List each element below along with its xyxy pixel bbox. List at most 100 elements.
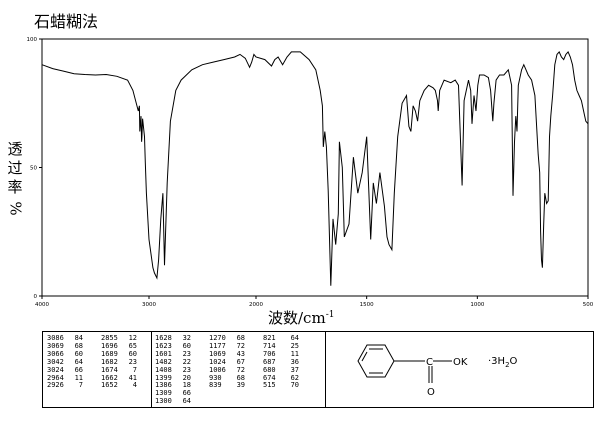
peak-row: 1309 66 bbox=[155, 389, 191, 398]
peak-wavenumber: 3069 bbox=[47, 341, 64, 350]
peak-wavenumber: 687 bbox=[263, 357, 276, 366]
peak-row: 1689 60 bbox=[101, 350, 137, 359]
peak-column: 2855 12 1696 65 1689 60 1682 23 1674 7 1662 41 1652 4 bbox=[101, 334, 137, 390]
peak-row: 2926 7 bbox=[47, 382, 83, 390]
peak-transmittance: 70 bbox=[290, 381, 299, 390]
peak-wavenumber: 1628 bbox=[155, 334, 172, 342]
peak-transmittance: 60 bbox=[182, 341, 191, 350]
peak-row: 2964 11 bbox=[47, 373, 83, 383]
peak-wavenumber: 1601 bbox=[155, 349, 172, 358]
spectrum-line bbox=[41, 50, 589, 286]
peak-wavenumber: 1300 bbox=[155, 397, 172, 406]
y-tick-label: 100 bbox=[27, 37, 38, 43]
peak-transmittance: 64 bbox=[290, 334, 299, 342]
y-tick-label: 50 bbox=[30, 166, 37, 172]
peak-transmittance: 18 bbox=[182, 381, 191, 390]
peak-wavenumber: 1177 bbox=[209, 341, 226, 350]
peak-row: 3066 60 bbox=[47, 349, 83, 359]
peak-row: 1482 22 bbox=[155, 357, 191, 367]
peak-transmittance: 32 bbox=[182, 334, 191, 342]
peak-wavenumber: 714 bbox=[263, 341, 276, 350]
hydrate-prefix: ·3H bbox=[488, 356, 506, 367]
peak-transmittance: 60 bbox=[74, 349, 83, 358]
x-tick-label: 1000 bbox=[470, 302, 484, 308]
peak-wavenumber: 680 bbox=[263, 365, 276, 374]
peak-wavenumber: 1386 bbox=[155, 381, 172, 390]
peak-row: 1696 65 bbox=[101, 341, 137, 351]
peak-wavenumber: 3024 bbox=[47, 365, 64, 374]
benzene-ring bbox=[357, 344, 395, 378]
peak-wavenumber: 706 bbox=[263, 349, 276, 358]
peak-transmittance: 7 bbox=[78, 381, 83, 390]
plot-frame bbox=[41, 38, 589, 297]
peak-wavenumber: 1662 bbox=[101, 373, 118, 382]
peak-transmittance: 67 bbox=[236, 357, 245, 366]
peak-row: 1270 68 bbox=[209, 334, 245, 343]
peak-row: 515 70 bbox=[263, 382, 299, 390]
peak-transmittance: 68 bbox=[236, 334, 245, 342]
hydrate-label: ·3H2O bbox=[488, 356, 517, 369]
peak-transmittance: 23 bbox=[128, 357, 137, 366]
peak-row: 1628 32 bbox=[155, 334, 191, 343]
peak-row: 1601 23 bbox=[155, 349, 191, 359]
peak-column: 3086 84 3069 68 3066 60 3042 64 3024 66 2964 11 2926… bbox=[47, 334, 83, 390]
peak-row: 3024 66 bbox=[47, 365, 83, 375]
peak-wavenumber: 1024 bbox=[209, 357, 226, 366]
peak-transmittance: 7 bbox=[132, 365, 137, 374]
peak-transmittance: 4 bbox=[132, 381, 137, 390]
peak-wavenumber: 1399 bbox=[155, 373, 172, 382]
peak-transmittance: 39 bbox=[236, 381, 245, 390]
peak-row: 930 68 bbox=[209, 373, 245, 383]
peak-transmittance: 22 bbox=[182, 357, 191, 366]
chart-title: 石蜡糊法 bbox=[34, 12, 99, 31]
peak-wavenumber: 2855 bbox=[101, 334, 118, 342]
carbon-label: C bbox=[426, 357, 433, 368]
x-axis-label-text: 波数/cm bbox=[268, 309, 326, 327]
peak-row: 1006 72 bbox=[209, 365, 245, 375]
peak-wavenumber: 1270 bbox=[209, 334, 226, 342]
peak-wavenumber: 839 bbox=[209, 381, 222, 390]
peak-row: 2855 12 bbox=[101, 334, 137, 343]
peak-row: 1652 4 bbox=[101, 382, 137, 390]
peak-row: 3086 84 bbox=[47, 334, 83, 343]
peak-row: 1674 7 bbox=[101, 365, 137, 375]
hydrate-suffix: O bbox=[509, 356, 518, 367]
peak-transmittance: 43 bbox=[236, 349, 245, 358]
peak-wavenumber: 1408 bbox=[155, 365, 172, 374]
peak-row: 1623 60 bbox=[155, 341, 191, 351]
peak-transmittance: 66 bbox=[182, 389, 191, 398]
peak-row: 3042 64 bbox=[47, 358, 83, 367]
peak-row: 821 64 bbox=[263, 334, 299, 343]
benzoate-structure: C OK O bbox=[357, 344, 468, 398]
x-tick-label: 2000 bbox=[249, 302, 263, 308]
peak-transmittance: 11 bbox=[290, 349, 299, 358]
peak-row: 714 25 bbox=[263, 341, 299, 351]
peak-wavenumber: 1652 bbox=[101, 381, 118, 390]
peak-transmittance: 68 bbox=[74, 341, 83, 350]
peak-row: 839 39 bbox=[209, 382, 245, 390]
peak-transmittance: 20 bbox=[182, 373, 191, 382]
peak-transmittance: 62 bbox=[290, 373, 299, 382]
peak-row: 1177 72 bbox=[209, 341, 245, 351]
peak-transmittance: 36 bbox=[290, 357, 299, 366]
peak-transmittance: 72 bbox=[236, 341, 245, 350]
x-tick-label: 1500 bbox=[360, 302, 374, 308]
peak-wavenumber: 930 bbox=[209, 373, 222, 382]
peak-row: 706 11 bbox=[263, 349, 299, 359]
y-tick-label: 0 bbox=[34, 294, 38, 300]
peak-row: 687 36 bbox=[263, 357, 299, 367]
y-axis-label-text: 透过率 bbox=[7, 140, 23, 196]
peak-row: 680 37 bbox=[263, 365, 299, 375]
peak-transmittance: 12 bbox=[128, 334, 137, 342]
peak-wavenumber: 1623 bbox=[155, 341, 172, 350]
peak-wavenumber: 1696 bbox=[101, 341, 118, 350]
peak-transmittance: 11 bbox=[74, 373, 83, 382]
peak-wavenumber: 1674 bbox=[101, 365, 118, 374]
peak-wavenumber: 1682 bbox=[101, 357, 118, 366]
peak-wavenumber: 1006 bbox=[209, 365, 226, 374]
peak-row: 1662 41 bbox=[101, 373, 137, 383]
peak-row: 1682 23 bbox=[101, 357, 137, 367]
x-axis-label-exponent: -1 bbox=[325, 310, 335, 320]
peak-transmittance: 65 bbox=[128, 341, 137, 350]
